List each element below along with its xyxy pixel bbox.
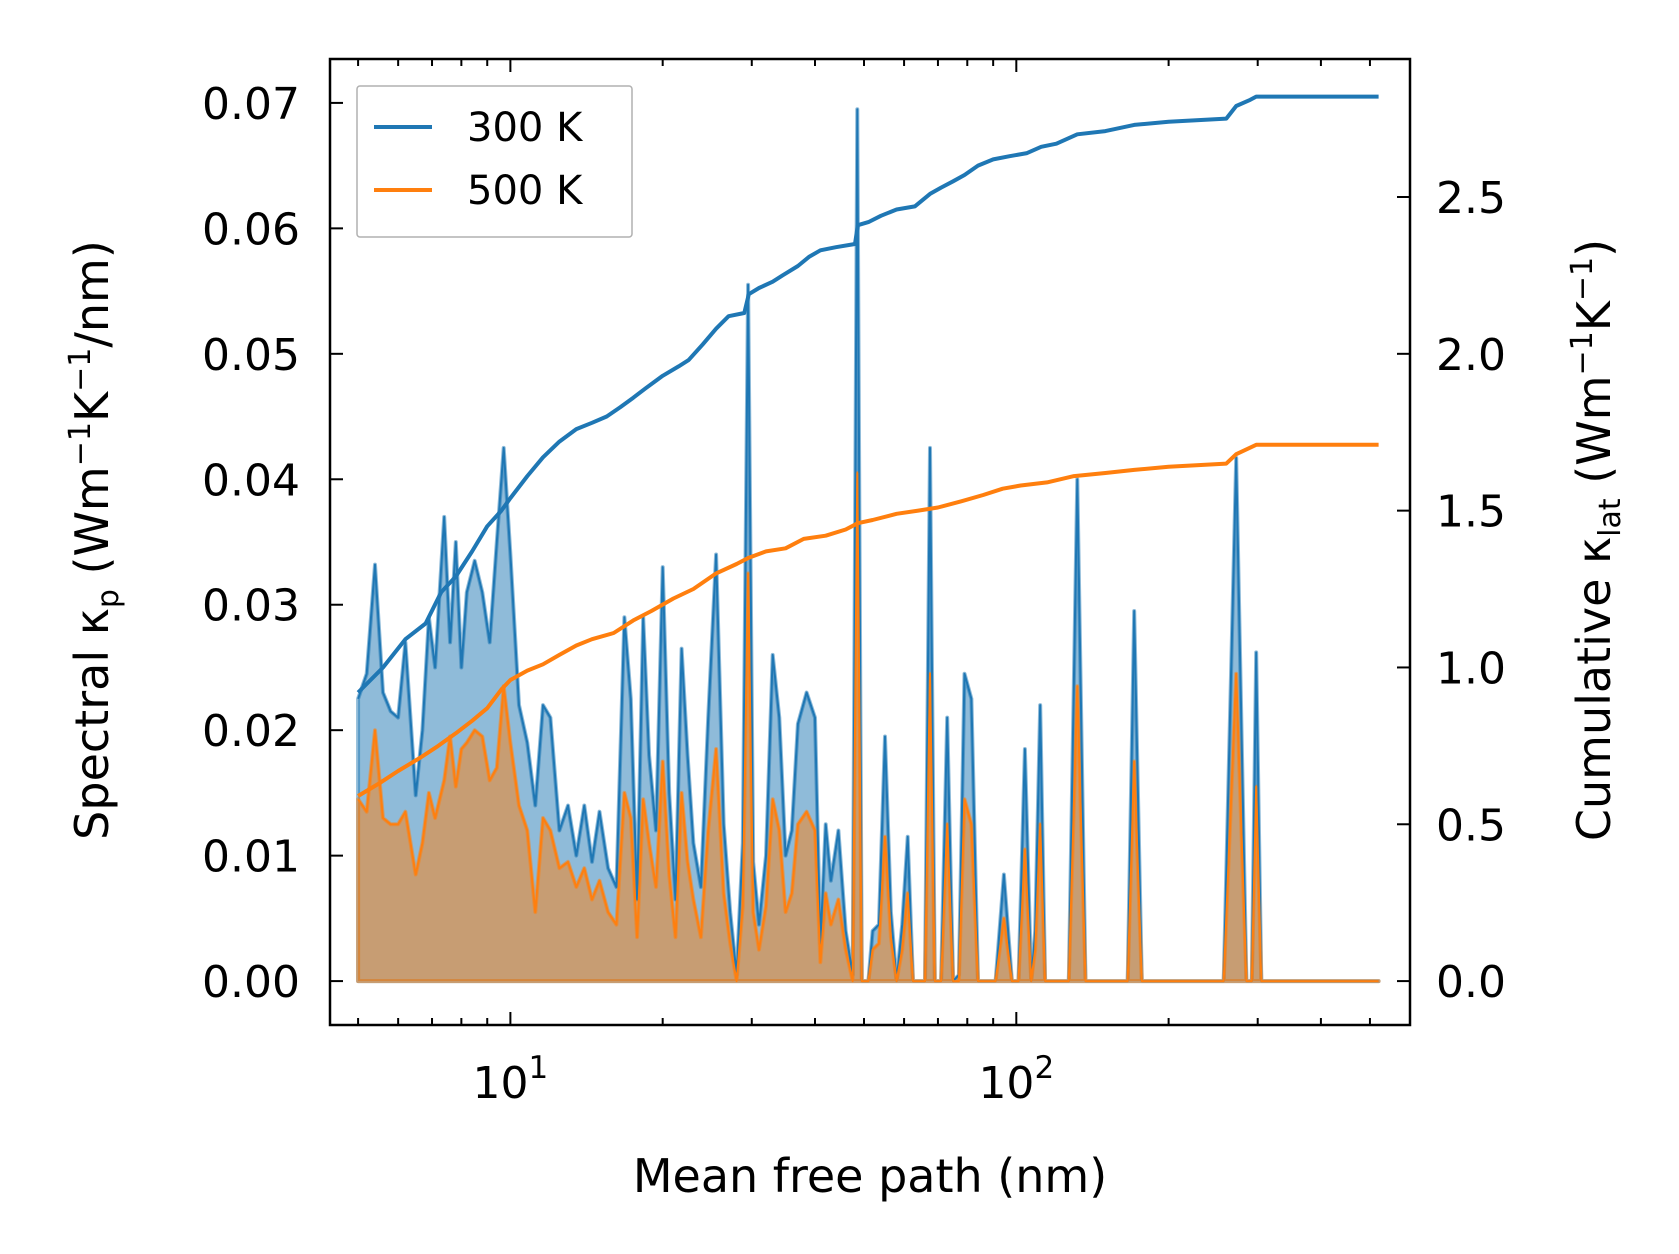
cumulative-line-300k <box>356 94 1379 694</box>
right-y-axis-label: Cumulative κlat (Wm−1K−1) <box>1565 239 1628 841</box>
cumulative-line-500k <box>357 442 1379 798</box>
right-y-tick-label: 1.5 <box>1436 487 1506 538</box>
left-y-axis-label: Spectral κp (Wm−1K−1/nm) <box>63 240 126 840</box>
right-y-tick-label: 2.5 <box>1436 173 1506 224</box>
left-y-tick-label: 0.06 <box>202 204 300 255</box>
left-y-axis-ticks: 0.00 0.01 0.02 0.03 0.04 0.05 0.06 0.07 <box>202 79 343 1008</box>
legend-box <box>356 85 633 238</box>
left-y-tick-label: 0.07 <box>202 79 300 130</box>
spectral-lines <box>357 108 1379 983</box>
plot-frame <box>328 57 1412 1027</box>
spectral-fill-areas <box>356 107 1381 984</box>
cumulative-lines <box>356 94 1379 798</box>
right-y-tick-label: 0.0 <box>1436 957 1506 1008</box>
spectral-line-500k <box>357 472 1379 983</box>
left-y-tick-label: 0.00 <box>202 957 300 1008</box>
x-tick-label: 102 <box>978 1050 1054 1109</box>
x-tick-label: 101 <box>473 1050 549 1109</box>
right-y-tick-label: 0.5 <box>1436 800 1506 851</box>
left-y-tick-label: 0.02 <box>202 706 300 757</box>
left-y-tick-label: 0.01 <box>202 832 300 883</box>
right-y-tick-label: 1.0 <box>1436 643 1506 694</box>
left-y-tick-label: 0.05 <box>202 330 300 381</box>
left-y-tick-label: 0.04 <box>202 455 300 506</box>
right-y-tick-label: 2.0 <box>1436 330 1506 381</box>
x-axis-ticks: 101 102 <box>357 59 1411 1109</box>
legend-label-500k: 500 K <box>467 168 584 214</box>
legend: 300 K 500 K <box>356 85 633 238</box>
legend-label-300k: 300 K <box>467 105 584 151</box>
left-y-tick-label: 0.03 <box>202 581 300 632</box>
right-y-axis-ticks: 0.0 0.5 1.0 1.5 2.0 2.5 <box>1397 173 1506 1008</box>
x-axis-label: Mean free path (nm) <box>633 1149 1107 1203</box>
